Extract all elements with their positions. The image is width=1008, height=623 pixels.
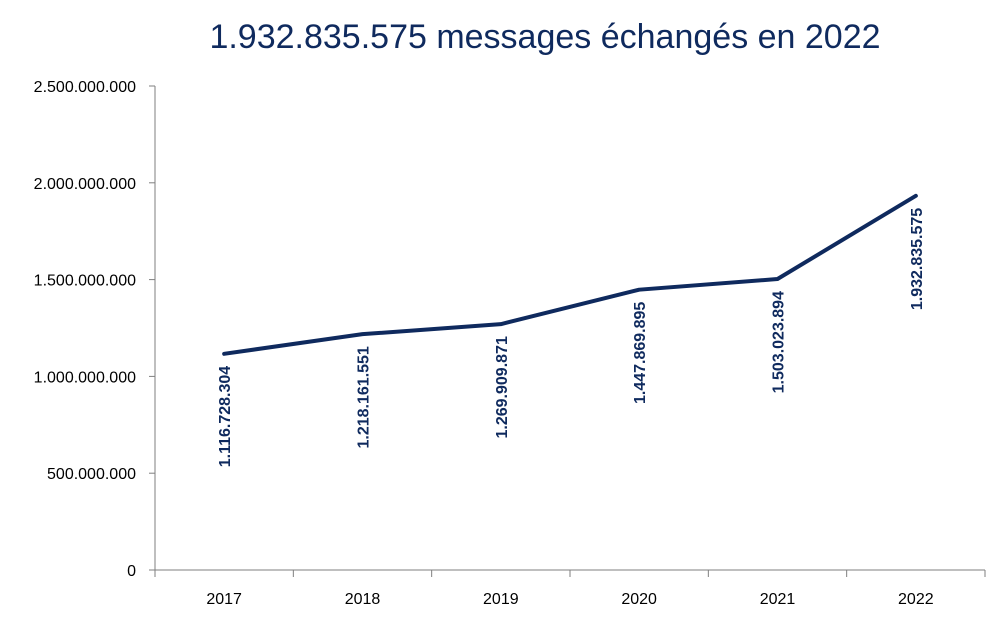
x-axis-tick-labels: 2017 2018 2019 2020 2021 2022 bbox=[206, 591, 933, 608]
y-axis-tick-label: 2.500.000.000 bbox=[34, 79, 136, 96]
y-axis-tick-labels: 0 500.000.000 1.000.000.000 1.500.000.000 2.… bbox=[34, 79, 136, 580]
data-label: 1.503.023.894 bbox=[771, 291, 788, 393]
data-label: 1.932.835.575 bbox=[909, 208, 926, 310]
data-label: 1.116.728.304 bbox=[217, 366, 234, 468]
data-label: 1.218.161.551 bbox=[356, 346, 373, 448]
data-label: 1.269.909.871 bbox=[494, 336, 511, 438]
y-axis-tick-label: 1.500.000.000 bbox=[34, 273, 136, 290]
y-axis-tick-label: 0 bbox=[127, 563, 136, 580]
series-line-group bbox=[222, 193, 918, 356]
x-axis-tick-label: 2020 bbox=[621, 591, 657, 608]
chart-title: 1.932.835.575 messages échangés en 2022 bbox=[209, 18, 881, 56]
x-axis-tick-label: 2019 bbox=[483, 591, 519, 608]
data-labels: 1.116.728.304 1.218.161.551 1.269.909.871 1… bbox=[217, 208, 926, 468]
series-line bbox=[222, 193, 918, 356]
x-axis-tick-label: 2022 bbox=[898, 591, 934, 608]
x-axis-tick-label: 2017 bbox=[206, 591, 242, 608]
y-axis-tick-label: 1.000.000.000 bbox=[34, 369, 136, 386]
axes bbox=[149, 85, 986, 577]
y-axis-tick-label: 2.000.000.000 bbox=[34, 176, 136, 193]
x-axis-tick-label: 2018 bbox=[345, 591, 381, 608]
y-axis-tick-label: 500.000.000 bbox=[47, 466, 136, 483]
x-axis-tick-label: 2021 bbox=[760, 591, 796, 608]
data-label: 1.447.869.895 bbox=[632, 302, 649, 404]
